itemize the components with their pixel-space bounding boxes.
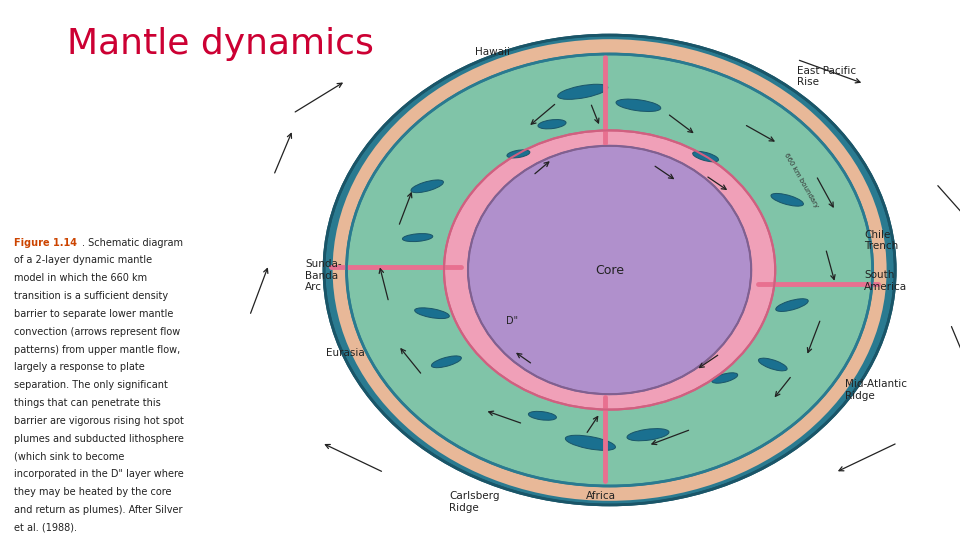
Text: Figure 1.14: Figure 1.14 (14, 238, 78, 248)
Text: 660 km boundary: 660 km boundary (783, 152, 820, 210)
Text: transition is a sufficient density: transition is a sufficient density (14, 291, 169, 301)
Ellipse shape (468, 146, 752, 394)
Text: incorporated in the D" layer where: incorporated in the D" layer where (14, 469, 184, 480)
Text: D": D" (506, 316, 518, 326)
Ellipse shape (411, 180, 444, 193)
Text: largely a response to plate: largely a response to plate (14, 362, 145, 373)
Text: of a 2-layer dynamic mantle: of a 2-layer dynamic mantle (14, 255, 153, 266)
Ellipse shape (558, 84, 608, 99)
Ellipse shape (758, 358, 787, 371)
Ellipse shape (538, 119, 566, 129)
Text: and return as plumes). After Silver: and return as plumes). After Silver (14, 505, 183, 515)
Text: East Pacific
Rise: East Pacific Rise (797, 66, 856, 87)
Ellipse shape (693, 151, 718, 162)
Text: Sunda-
Banda
Arc: Sunda- Banda Arc (305, 259, 342, 292)
Text: . Schematic diagram: . Schematic diagram (82, 238, 182, 248)
Text: Mid-Atlantic
Ridge: Mid-Atlantic Ridge (845, 379, 907, 401)
Ellipse shape (331, 38, 888, 502)
Text: Mantle dynamics: Mantle dynamics (67, 27, 374, 61)
Ellipse shape (771, 193, 804, 206)
Text: plumes and subducted lithosphere: plumes and subducted lithosphere (14, 434, 184, 444)
Ellipse shape (444, 130, 776, 410)
Text: patterns) from upper mantle flow,: patterns) from upper mantle flow, (14, 345, 180, 355)
Text: separation. The only significant: separation. The only significant (14, 380, 168, 390)
Ellipse shape (402, 234, 433, 241)
Ellipse shape (712, 373, 737, 383)
Text: Hawaii: Hawaii (475, 46, 510, 57)
Ellipse shape (324, 35, 895, 505)
Text: Core: Core (595, 264, 624, 276)
Ellipse shape (627, 429, 669, 441)
Text: things that can penetrate this: things that can penetrate this (14, 398, 161, 408)
Text: Africa: Africa (586, 491, 615, 502)
Ellipse shape (776, 299, 808, 312)
Ellipse shape (565, 435, 615, 450)
Ellipse shape (415, 308, 449, 319)
Text: (which sink to become: (which sink to become (14, 451, 125, 462)
Ellipse shape (347, 54, 873, 486)
Text: et al. (1988).: et al. (1988). (14, 523, 78, 533)
Text: Carlsberg
Ridge: Carlsberg Ridge (449, 491, 500, 513)
Ellipse shape (431, 356, 462, 368)
Text: they may be heated by the core: they may be heated by the core (14, 487, 172, 497)
Text: South
America: South America (864, 270, 907, 292)
Text: convection (arrows represent flow: convection (arrows represent flow (14, 327, 180, 337)
Ellipse shape (528, 411, 557, 420)
Ellipse shape (507, 150, 530, 158)
Text: model in which the 660 km: model in which the 660 km (14, 273, 148, 284)
Ellipse shape (616, 99, 660, 111)
Text: Chile
Trench: Chile Trench (864, 230, 899, 251)
Text: barrier are vigorous rising hot spot: barrier are vigorous rising hot spot (14, 416, 184, 426)
Text: barrier to separate lower mantle: barrier to separate lower mantle (14, 309, 174, 319)
Text: Eurasia: Eurasia (326, 348, 365, 359)
